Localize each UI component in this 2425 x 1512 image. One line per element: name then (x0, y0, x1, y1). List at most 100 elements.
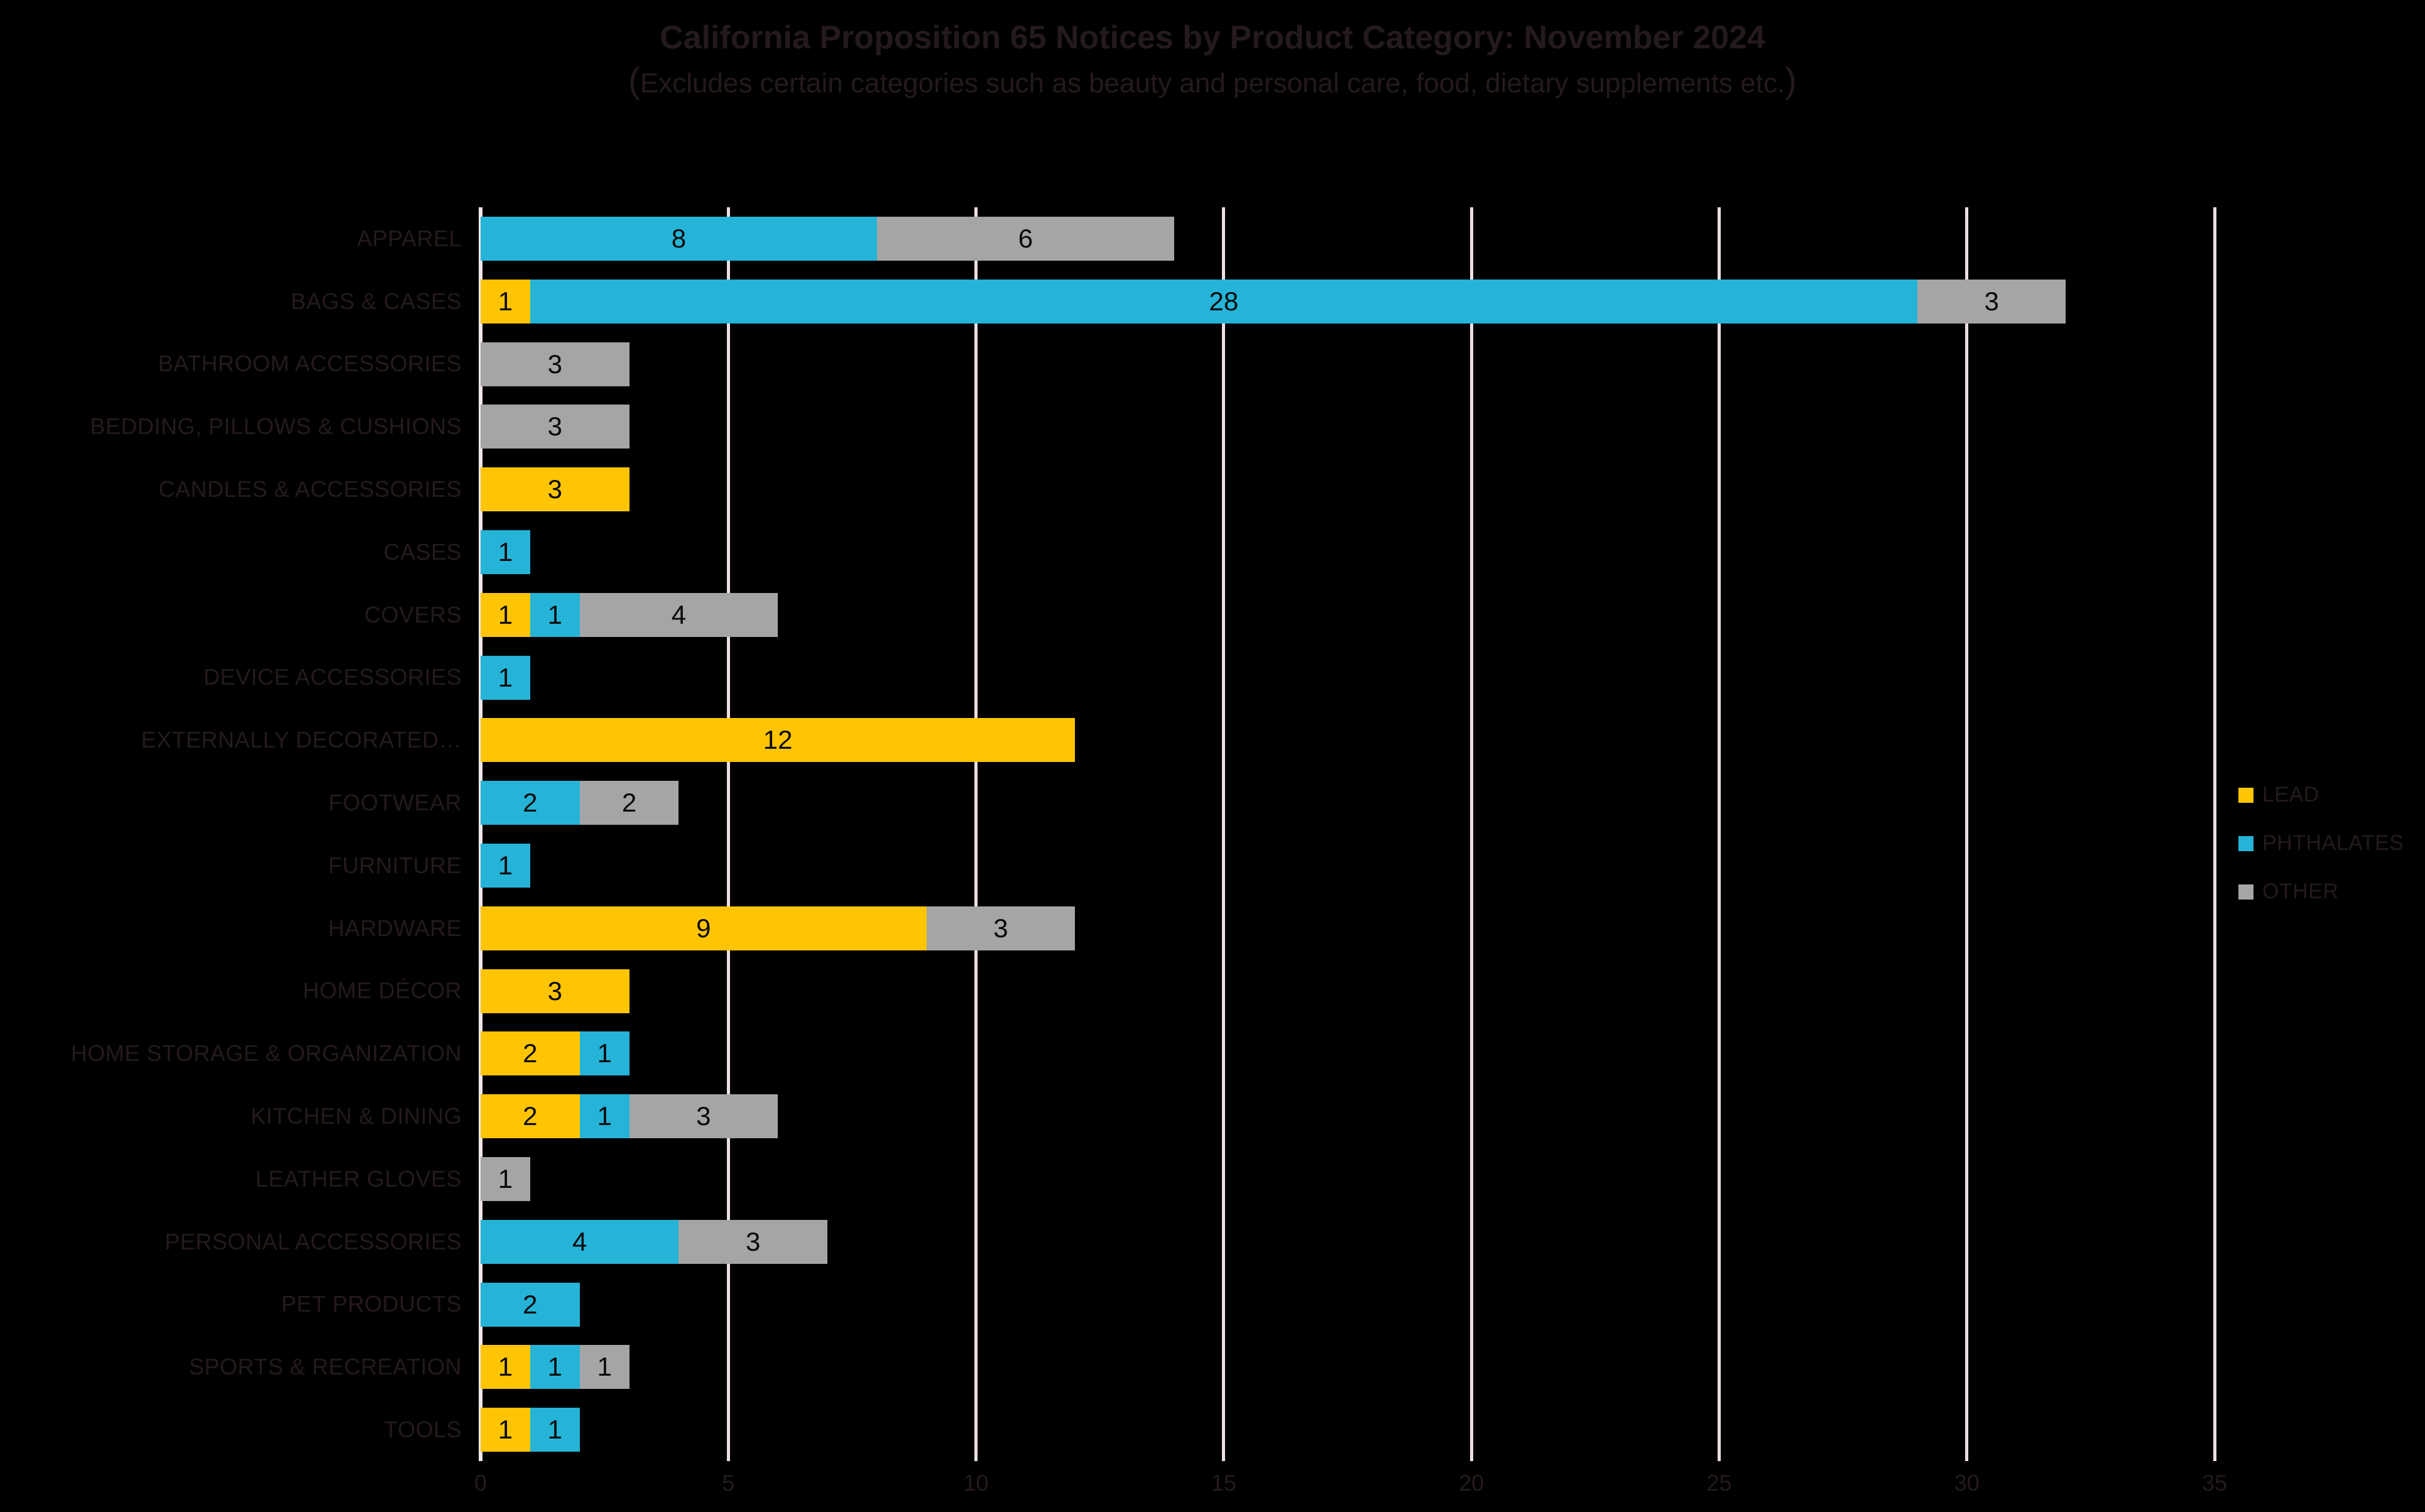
bar-segment-phthalates: 1 (530, 1408, 580, 1452)
bar-row: 1 (481, 843, 2215, 888)
gridline-x-25 (1717, 207, 1721, 1461)
value-label: 1 (498, 662, 513, 692)
gridline-x-5 (726, 207, 730, 1461)
bar-row: 2 (481, 1282, 2215, 1327)
bar-segment-other: 3 (629, 1094, 778, 1139)
value-label: 4 (671, 599, 687, 629)
value-label: 2 (523, 788, 538, 818)
bar-segment-other: 2 (579, 781, 679, 825)
bar-segment-phthalates: 1 (481, 843, 530, 888)
bar-segment-lead: 1 (481, 1345, 530, 1390)
value-label: 2 (621, 788, 637, 818)
x-tick-label: 10 (963, 1470, 989, 1496)
bar-row-label: HARDWARE (328, 915, 462, 941)
bar-segment-phthalates: 1 (481, 530, 530, 574)
bar-segment-other: 3 (481, 342, 629, 386)
bar-row-label: BAGS & CASES (290, 288, 462, 314)
bar-row: 1 (481, 655, 2215, 700)
value-label: 2 (523, 1101, 538, 1131)
value-label: 6 (1018, 223, 1033, 253)
legend-swatch (2238, 835, 2253, 851)
bar-segment-phthalates: 1 (530, 592, 580, 637)
bar-row: 1 (481, 530, 2215, 574)
value-label: 4 (572, 1226, 587, 1256)
bar-segment-phthalates: 1 (579, 1031, 629, 1076)
bar-segment-other: 4 (579, 592, 778, 637)
bar-row-label: PET PRODUCTS (281, 1291, 462, 1317)
x-tick-label: 0 (474, 1470, 488, 1496)
x-tick-label: 35 (2201, 1470, 2228, 1496)
bar-row: 3 (481, 405, 2215, 449)
bar-segment-phthalates: 1 (530, 1345, 580, 1390)
value-label: 2 (523, 1038, 538, 1069)
value-label: 1 (597, 1038, 612, 1069)
gridline-x-10 (974, 207, 978, 1461)
value-label: 1 (498, 286, 513, 316)
bar-row-label: APPAREL (357, 225, 462, 251)
value-label: 3 (993, 913, 1008, 943)
page-subtitle: (Excludes certain categories such as bea… (628, 60, 1797, 100)
plot-area: 8 6 1 28 3 3 3 3 1 1 1 4 1 12 2 2 1 9 3 3 2 1 2 1 3 1 4 3 2 1 1 1 1 1 (479, 207, 2216, 1461)
value-label: 28 (1209, 286, 1239, 316)
value-label: 2 (523, 1289, 538, 1319)
bar-row-label: CASES (383, 538, 462, 565)
bar-row-label: FURNITURE (328, 852, 462, 878)
bar-row-label: KITCHEN & DINING (250, 1103, 462, 1129)
value-label: 1 (498, 850, 513, 880)
x-tick-label: 5 (722, 1470, 735, 1496)
value-label: 3 (696, 1101, 711, 1131)
bar-segment-other: 6 (876, 216, 1174, 261)
value-label: 3 (746, 1226, 761, 1256)
bar-segment-lead: 3 (481, 467, 629, 512)
bar-segment-other: 3 (1917, 279, 2066, 324)
legend-item-other: OTHER (2238, 867, 2404, 916)
bar-row: 2 1 3 (481, 1094, 2215, 1139)
gridline-x-15 (1222, 207, 1226, 1461)
value-label: 8 (671, 223, 687, 253)
legend-item-phthalates: PHTHALATES (2238, 819, 2404, 867)
gridline-x-30 (1965, 207, 1969, 1461)
bar-row: 12 (481, 718, 2215, 763)
value-label: 1 (547, 599, 562, 629)
bar-segment-other: 1 (481, 1156, 530, 1201)
bar-row: 1 1 1 (481, 1345, 2215, 1390)
bar-row-label: BEDDING, PILLOWS & CUSHIONS (90, 413, 462, 440)
value-label: 3 (1984, 286, 1999, 316)
value-label: 1 (498, 1352, 513, 1382)
bar-row-label: DEVICE ACCESSORIES (203, 664, 462, 690)
bar-row: 3 (481, 969, 2215, 1013)
value-label: 3 (547, 976, 562, 1006)
legend-item-lead: LEAD (2238, 771, 2404, 819)
category-axis: APPAREL BAGS & CASES BATHROOM ACCESSORIES B… (0, 207, 462, 1461)
y-axis-line (479, 207, 482, 1461)
value-label: 12 (763, 725, 793, 755)
bar-segment-phthalates: 2 (481, 1282, 580, 1327)
bar-segment-phthalates: 28 (530, 279, 1917, 324)
bar-row-label: PERSONAL ACCESSORIES (165, 1228, 462, 1254)
value-label: 1 (597, 1352, 612, 1382)
value-label: 3 (547, 411, 562, 442)
legend-swatch (2238, 884, 2253, 900)
x-tick-label: 25 (1706, 1470, 1732, 1496)
gridline-x-35 (2213, 207, 2216, 1461)
value-label: 1 (498, 599, 513, 629)
bar-row-label: BATHROOM ACCESSORIES (158, 351, 462, 377)
value-label: 1 (498, 1163, 513, 1194)
bar-segment-phthalates: 4 (481, 1219, 679, 1264)
x-tick-label: 15 (1211, 1470, 1236, 1496)
bar-row-label: HOME DÉCOR (302, 977, 462, 1004)
bar-segment-phthalates: 8 (481, 216, 877, 261)
bar-segment-lead: 2 (481, 1094, 580, 1139)
value-label: 1 (597, 1101, 612, 1131)
bar-row-label: FOOTWEAR (329, 790, 462, 816)
bar-row-label: EXTERNALLY DECORATED… (141, 727, 462, 753)
legend-label: PHTHALATES (2262, 831, 2404, 855)
page-title: California Proposition 65 Notices by Pro… (660, 19, 1765, 56)
legend-swatch (2238, 787, 2253, 803)
